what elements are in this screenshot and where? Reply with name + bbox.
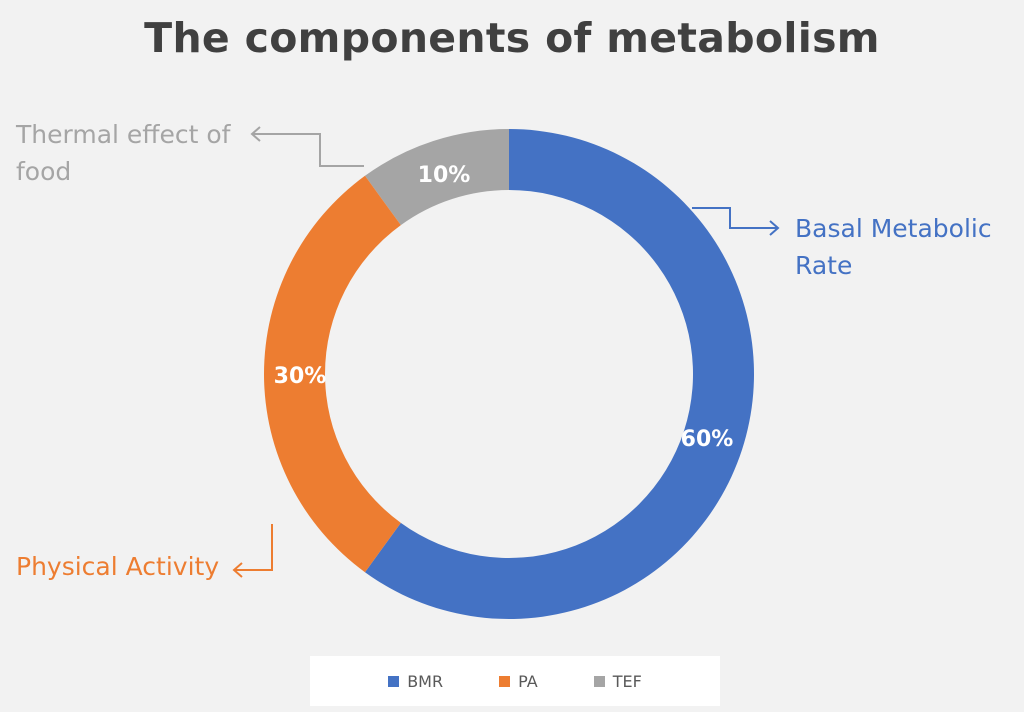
legend-label-bmr: BMR: [407, 671, 444, 691]
callout-leaders: [232, 126, 780, 578]
bmr-callout-line2: Rate: [795, 251, 853, 280]
legend-item-pa: PA: [499, 672, 538, 691]
pa-arrow-icon: [232, 562, 243, 578]
tef-arrow-icon: [250, 126, 261, 142]
donut-slice-tef: [364, 129, 509, 226]
legend-swatch-bmr: [388, 675, 400, 687]
pa-leader-line: [234, 524, 273, 571]
pa-callout-line1: Physical Activity: [16, 552, 220, 581]
legend-item-bmr: BMR: [388, 672, 443, 691]
tef-leader-line: [252, 133, 364, 167]
bmr-callout-line1: Basal Metabolic: [795, 214, 992, 243]
legend-swatch-pa: [499, 675, 511, 687]
bmr-arrow-icon: [769, 220, 780, 236]
slice-label-bmr: 60%: [681, 427, 734, 452]
legend-label-tef: TEF: [612, 671, 642, 691]
chart-legend: BMR PA TEF: [310, 656, 720, 706]
slice-label-pa: 30%: [274, 364, 327, 389]
legend-item-tef: TEF: [593, 671, 642, 691]
bmr-callout: Basal Metabolic Rate: [795, 210, 992, 284]
pa-callout: Physical Activity: [16, 548, 219, 585]
donut-slice-pa: [264, 175, 401, 573]
bmr-leader-line: [692, 207, 778, 229]
legend-swatch-tef: [593, 675, 605, 687]
tef-callout-line1: Thermal effect of: [16, 120, 231, 149]
donut-slices: [264, 129, 754, 619]
slice-label-tef: 10%: [418, 163, 471, 188]
tef-callout-line2: food: [16, 157, 72, 186]
chart-title: The components of metabolism: [144, 14, 880, 62]
donut-slice-labels: 10% 60% 30%: [274, 163, 734, 452]
donut-slice-bmr: [364, 129, 754, 619]
legend-label-pa: PA: [518, 671, 538, 691]
tef-callout: Thermal effect of food: [16, 116, 230, 190]
